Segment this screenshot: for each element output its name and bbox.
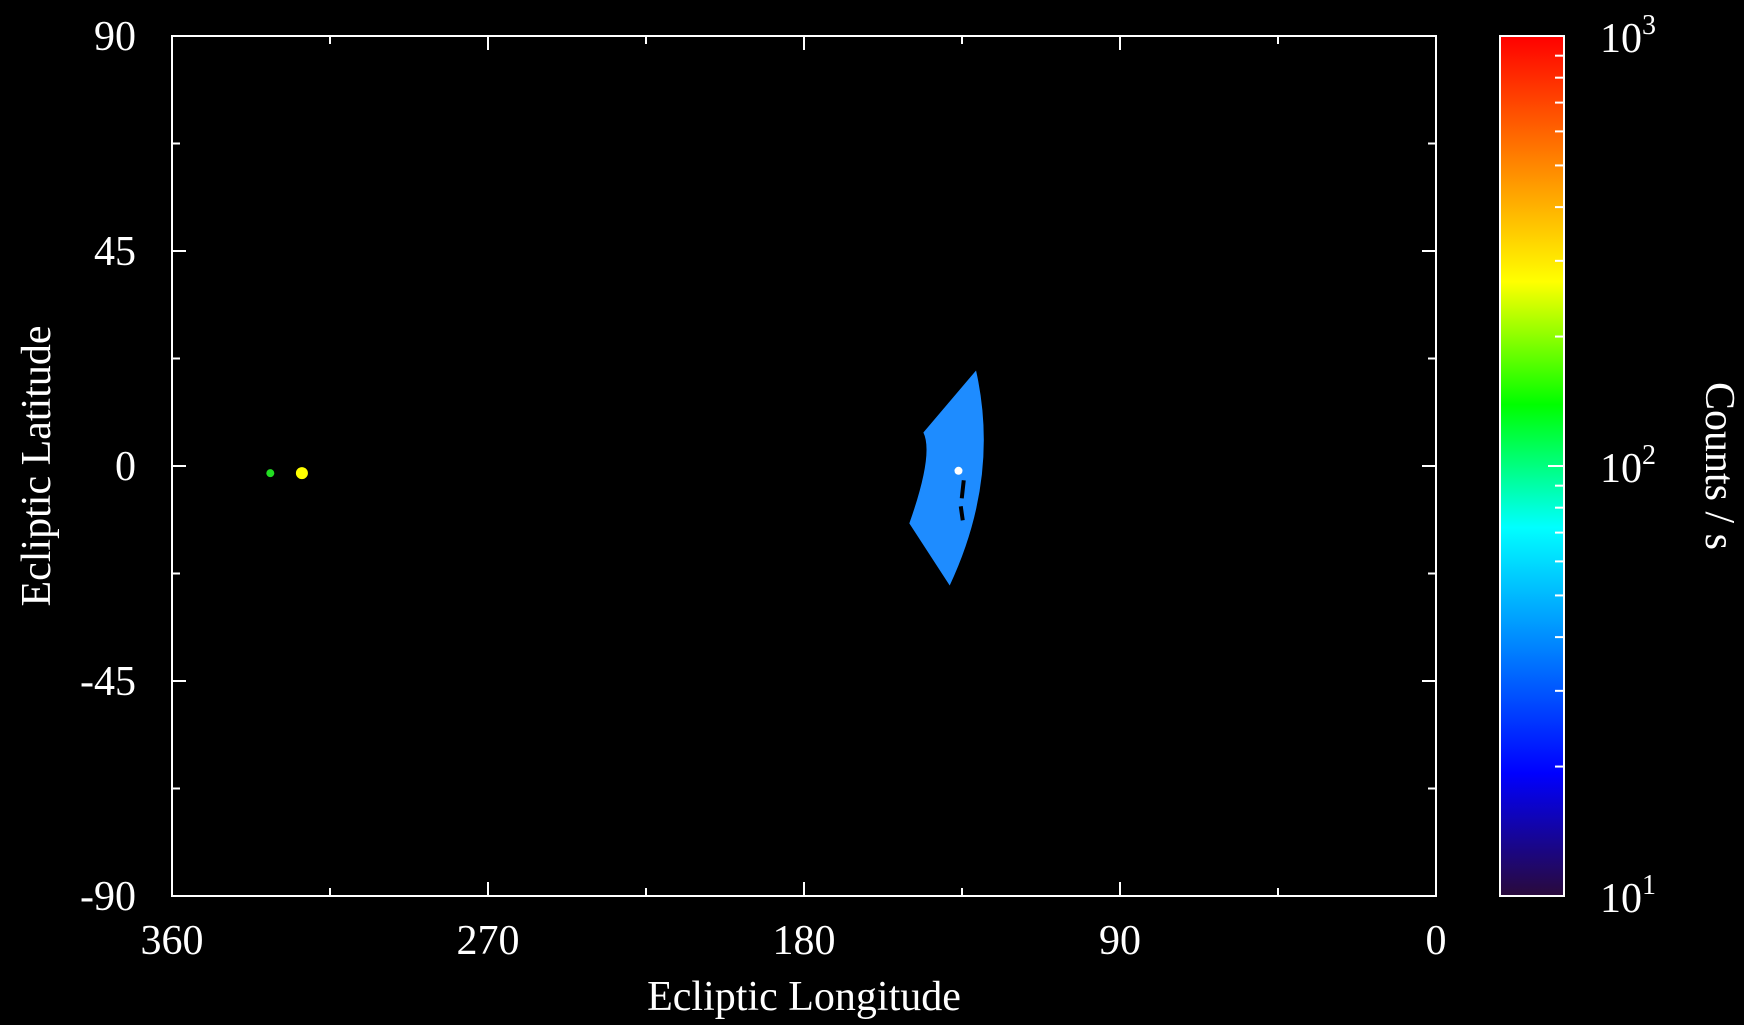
- x-tick-labels: 360 270 180 90 0: [141, 918, 1447, 964]
- x-tick-label: 90: [1099, 918, 1141, 964]
- colorbar-tick-labels: 101 102 103: [1600, 10, 1656, 922]
- y-tick-label: 0: [115, 444, 136, 490]
- colorbar-title: Counts / s: [1696, 382, 1742, 550]
- map-data-layer: [266, 370, 984, 586]
- scan-region: [909, 370, 984, 586]
- colorbar-ticks: [1548, 54, 1564, 897]
- y-tick-label: -90: [80, 874, 136, 920]
- y-axis-title: Ecliptic Latitude: [14, 325, 60, 606]
- colorbar: 101 102 103 Counts / s: [1499, 10, 1742, 922]
- source-yellow: [295, 467, 308, 480]
- plot-frame: [171, 35, 1437, 897]
- x-tick-label: 180: [773, 918, 836, 964]
- x-tick-label: 270: [457, 918, 520, 964]
- y-tick-label: 45: [94, 229, 136, 275]
- colorbar-tick-label: 101: [1600, 870, 1656, 922]
- y-tick-label: 90: [94, 14, 136, 60]
- y-tick-labels: 90 45 0 -45 -90: [80, 14, 136, 920]
- x-tick-label: 0: [1426, 918, 1447, 964]
- scan-gap: [958, 480, 966, 521]
- source-green: [266, 469, 275, 478]
- x-axis-title: Ecliptic Longitude: [647, 974, 961, 1020]
- colorbar-tick-label: 102: [1600, 440, 1656, 492]
- colorbar-tick-label: 103: [1600, 10, 1656, 62]
- source-white: [954, 466, 963, 475]
- x-tick-label: 360: [141, 918, 204, 964]
- y-tick-label: -45: [80, 659, 136, 705]
- axis-ticks: [171, 35, 1437, 897]
